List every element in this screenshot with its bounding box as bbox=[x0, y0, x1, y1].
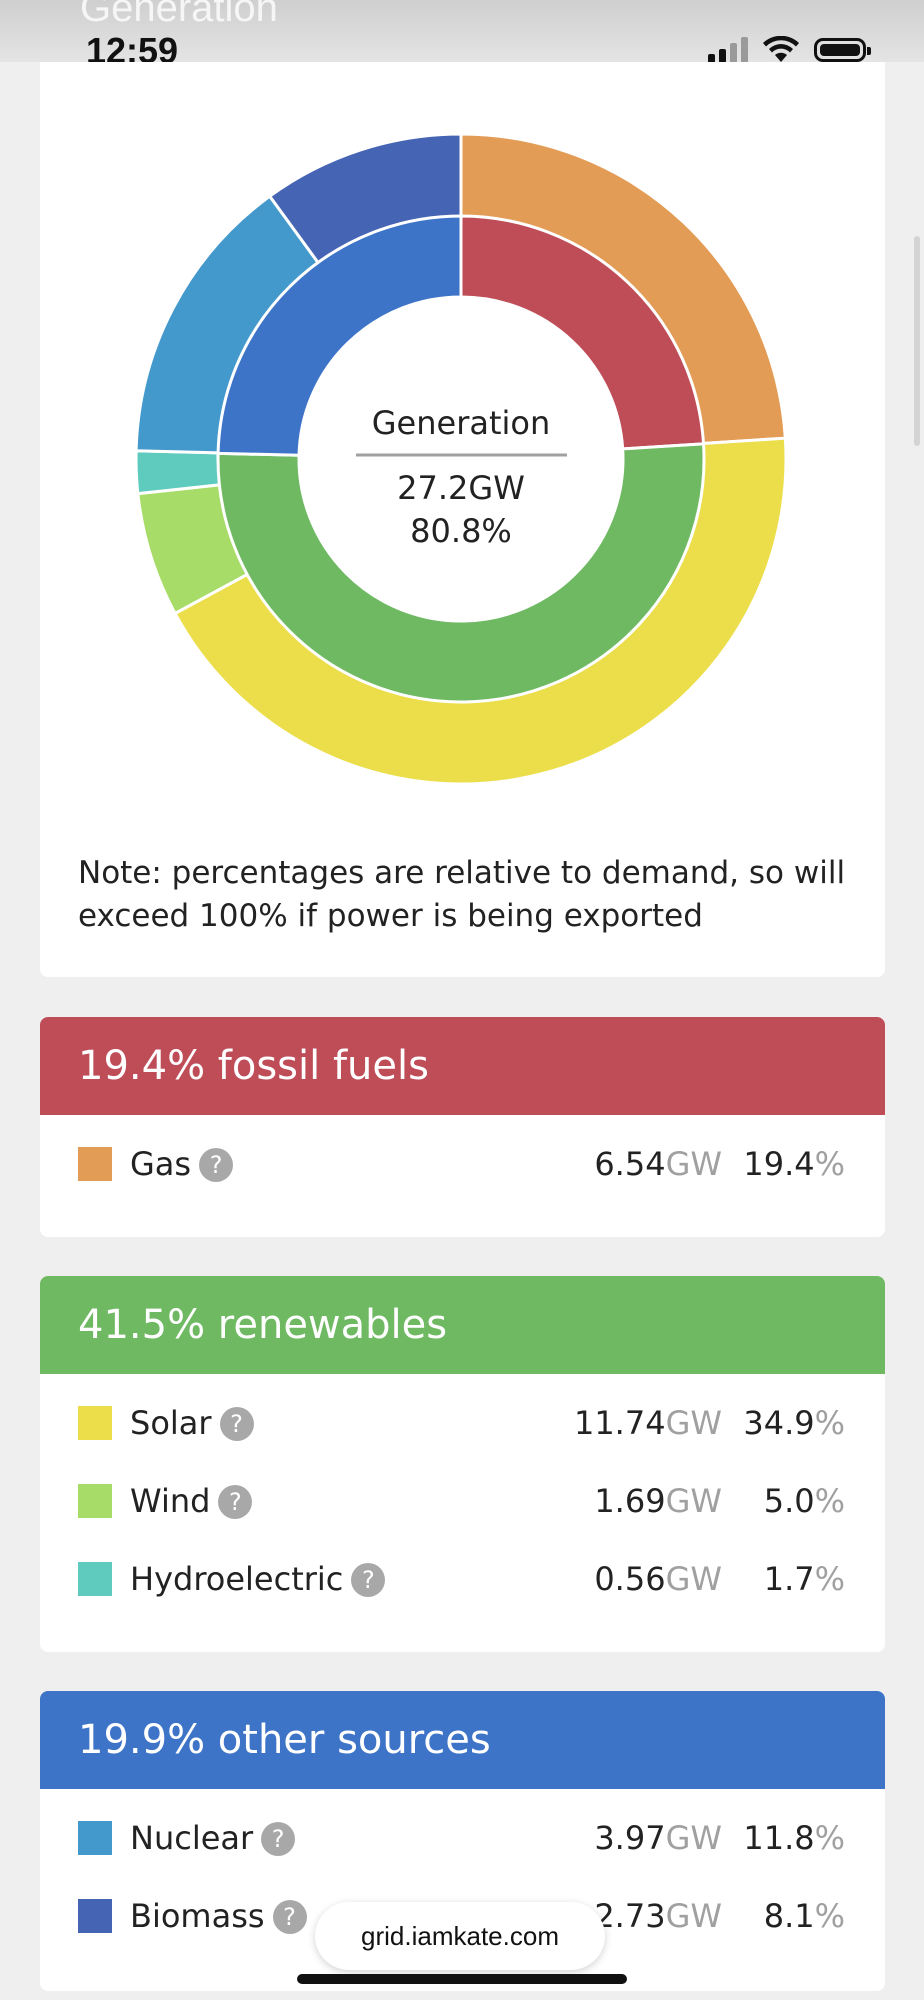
help-icon[interactable]: ? bbox=[219, 1407, 254, 1441]
source-name: Solar? bbox=[130, 1404, 254, 1442]
source-percent: 1.7% bbox=[763, 1560, 845, 1598]
source-row-hydroelectric: Hydroelectric? 0.56GW 1.7% bbox=[40, 1540, 885, 1618]
percentages-note: Note: percentages are relative to demand… bbox=[78, 855, 846, 934]
help-icon[interactable]: ? bbox=[199, 1148, 234, 1182]
legend-swatch bbox=[78, 1821, 112, 1855]
chart-center-percent: 80.8% bbox=[410, 512, 512, 550]
source-name: Nuclear? bbox=[130, 1819, 296, 1857]
generation-donut-chart: Generation 27.2GW 80.8% bbox=[134, 132, 788, 786]
fossil-fuels-section: 19.4% fossil fuels Gas? 6.54GW 19.4% bbox=[40, 1017, 885, 1237]
help-icon[interactable]: ? bbox=[261, 1822, 296, 1856]
cellular-signal-icon bbox=[708, 37, 748, 63]
fossil-fuels-header: 19.4% fossil fuels bbox=[40, 1017, 885, 1115]
outer-slice-hydroelectric[interactable] bbox=[134, 449, 223, 496]
source-gigawatts: 11.74GW bbox=[573, 1404, 722, 1442]
source-name: Gas? bbox=[130, 1145, 234, 1183]
other-sources-header: 19.9% other sources bbox=[40, 1691, 885, 1789]
page-title: Generation bbox=[80, 0, 278, 30]
source-row-solar: Solar? 11.74GW 34.9% bbox=[40, 1384, 885, 1462]
source-gigawatts: 3.97GW bbox=[594, 1819, 722, 1857]
legend-swatch bbox=[78, 1562, 112, 1596]
scrollbar[interactable] bbox=[914, 236, 920, 446]
source-gigawatts: 6.54GW bbox=[594, 1145, 722, 1183]
source-gigawatts: 1.69GW bbox=[594, 1482, 722, 1520]
source-row-wind: Wind? 1.69GW 5.0% bbox=[40, 1462, 885, 1540]
inner-slice-renewables[interactable] bbox=[216, 442, 706, 704]
source-name: Hydroelectric? bbox=[130, 1560, 386, 1598]
url-bar[interactable]: grid.iamkate.com bbox=[315, 1902, 605, 1970]
generation-chart-card: Generation 27.2GW 80.8% Note: percentage… bbox=[40, 62, 885, 977]
renewables-header: 41.5% renewables bbox=[40, 1276, 885, 1374]
legend-swatch bbox=[78, 1899, 112, 1933]
inner-slice-fossil-fuels[interactable] bbox=[459, 214, 706, 451]
status-icons bbox=[708, 36, 871, 64]
chart-center-value: 27.2GW bbox=[397, 469, 525, 507]
source-gigawatts: 2.73GW bbox=[594, 1897, 722, 1935]
status-bar: Generation 12:59 bbox=[0, 0, 924, 71]
source-percent: 11.8% bbox=[743, 1819, 845, 1857]
source-row-nuclear: Nuclear? 3.97GW 11.8% bbox=[40, 1799, 885, 1877]
legend-swatch bbox=[78, 1147, 112, 1181]
help-icon[interactable]: ? bbox=[218, 1485, 253, 1519]
source-percent: 5.0% bbox=[763, 1482, 845, 1520]
source-percent: 8.1% bbox=[763, 1897, 845, 1935]
chart-center-title: Generation bbox=[372, 404, 551, 442]
legend-swatch bbox=[78, 1484, 112, 1518]
inner-slice-other-sources[interactable] bbox=[216, 214, 463, 457]
battery-icon bbox=[814, 38, 871, 62]
source-name: Biomass? bbox=[130, 1897, 307, 1935]
source-name: Wind? bbox=[130, 1482, 253, 1520]
source-percent: 34.9% bbox=[743, 1404, 845, 1442]
home-indicator[interactable] bbox=[297, 1974, 627, 1984]
help-icon[interactable]: ? bbox=[272, 1900, 307, 1934]
help-icon[interactable]: ? bbox=[351, 1563, 386, 1597]
source-percent: 19.4% bbox=[743, 1145, 845, 1183]
source-row-gas: Gas? 6.54GW 19.4% bbox=[40, 1125, 885, 1203]
renewables-section: 41.5% renewables Solar? 11.74GW 34.9% Wind?… bbox=[40, 1276, 885, 1652]
source-row-biomass: Biomass? 2.73GW 8.1% bbox=[40, 1877, 885, 1955]
wifi-icon bbox=[763, 36, 799, 62]
legend-swatch bbox=[78, 1406, 112, 1440]
source-gigawatts: 0.56GW bbox=[594, 1560, 722, 1598]
